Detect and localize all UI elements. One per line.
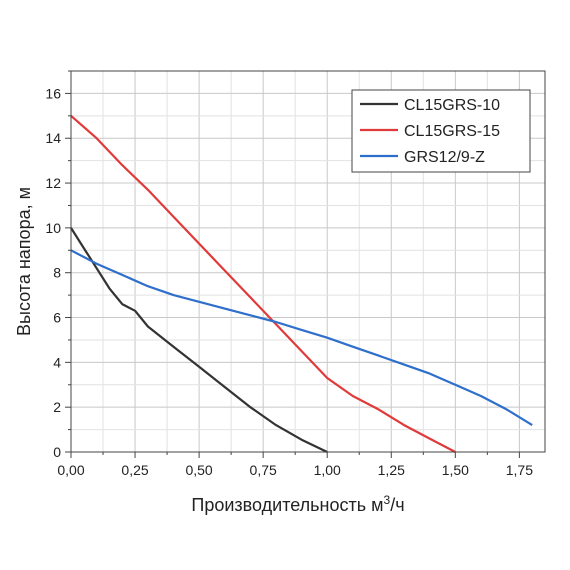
plot-frame — [70, 70, 546, 453]
x-tick-label: 1,00 — [314, 462, 341, 478]
axes: 0,00 0,25 0,50 0,75 1,00 1,25 1,50 1,75 0 2 4 6 8 10 1… — [45, 70, 546, 478]
x-tick-label: 1,25 — [378, 462, 405, 478]
series-line-cl15grs-10 — [70, 227, 328, 453]
series-lines — [70, 114, 533, 453]
series-line-cl15grs-15 — [70, 114, 456, 453]
legend-label: CL15GRS-10 — [404, 97, 500, 114]
x-tick-label: 1,75 — [506, 462, 533, 478]
series-line-grs12-9-z — [70, 249, 533, 427]
x-tick-label: 0,25 — [121, 462, 148, 478]
y-tick-label: 14 — [45, 130, 61, 146]
y-tick-label: 16 — [45, 85, 61, 101]
y-tick-label: 4 — [53, 354, 61, 370]
x-tick-label: 0,50 — [185, 462, 212, 478]
y-tick-label: 10 — [45, 220, 61, 236]
x-tick-label: 0,75 — [250, 462, 277, 478]
x-tick-label: 1,50 — [442, 462, 469, 478]
x-axis-title: Производительность м3/ч — [191, 493, 404, 515]
y-tick-label: 12 — [45, 175, 61, 191]
y-axis-title: Высота напора, м — [14, 187, 34, 336]
legend-label: CL15GRS-15 — [404, 123, 500, 140]
x-tick-label: 0,00 — [57, 462, 84, 478]
legend-label: GRS12/9-Z — [404, 149, 485, 166]
y-tick-label: 6 — [53, 310, 61, 326]
legend: CL15GRS-10 CL15GRS-15 GRS12/9-Z — [351, 89, 531, 173]
y-tick-label: 8 — [53, 265, 61, 281]
y-tick-label: 2 — [53, 399, 61, 415]
y-tick-label: 0 — [53, 444, 61, 460]
